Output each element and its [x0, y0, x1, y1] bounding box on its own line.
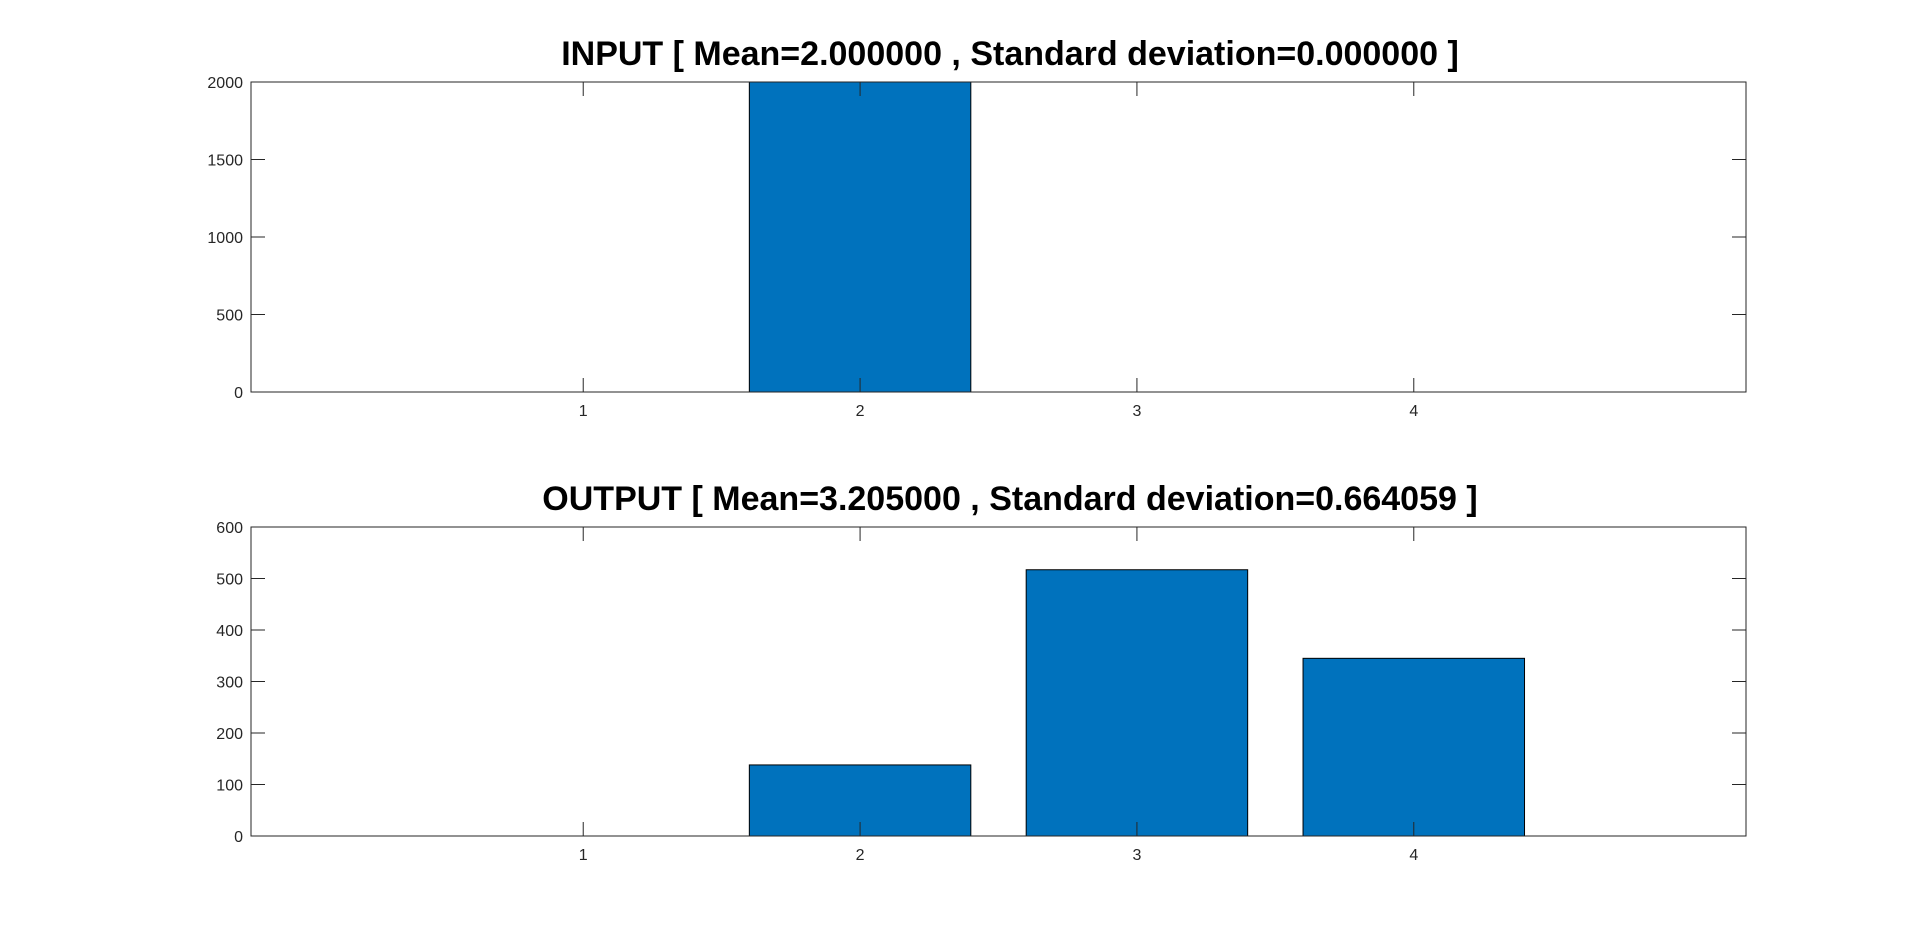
- chart-output-y-tick-label-500: 500: [216, 572, 243, 589]
- chart-output-bars: [748, 569, 1526, 837]
- chart-output: OUTPUT [ Mean=3.205000 , Standard deviat…: [216, 480, 1747, 864]
- chart-input-x-tick-label-1: 1: [579, 403, 588, 420]
- chart-input-x-tick-label-4: 4: [1409, 403, 1418, 420]
- chart-output-y-tick-label-200: 200: [216, 726, 243, 743]
- chart-input-y-tick-label-2000: 2000: [207, 75, 243, 92]
- chart-input-bars: [748, 81, 972, 393]
- chart-output-y-tick-label-0: 0: [234, 829, 243, 846]
- chart-output-bar-3: [1025, 569, 1249, 837]
- chart-input-y-tick-label-1000: 1000: [207, 230, 243, 247]
- chart-output-x-tick-label-3: 3: [1132, 847, 1141, 864]
- chart-input-axes: 1 2 3 4 0 500 1000 1500 2000: [207, 75, 1747, 420]
- chart-input-bar-2: [748, 81, 972, 393]
- chart-output-x-tick-label-2: 2: [856, 847, 865, 864]
- chart-output-y-tick-label-400: 400: [216, 623, 243, 640]
- chart-input-title: INPUT [ Mean=2.000000 , Standard deviati…: [561, 35, 1459, 73]
- chart-output-bar-4: [1302, 657, 1526, 837]
- chart-input-x-tick-label-3: 3: [1132, 403, 1141, 420]
- chart-output-y-tick-label-600: 600: [216, 520, 243, 537]
- chart-output-x-tick-label-1: 1: [579, 847, 588, 864]
- chart-input-y-tick-label-0: 0: [234, 385, 243, 402]
- chart-input-x-tick-label-2: 2: [856, 403, 865, 420]
- chart-output-y-tick-label-300: 300: [216, 675, 243, 692]
- chart-input: INPUT [ Mean=2.000000 , Standard deviati…: [207, 35, 1747, 420]
- chart-output-title: OUTPUT [ Mean=3.205000 , Standard deviat…: [542, 480, 1477, 518]
- chart-output-x-tick-label-4: 4: [1409, 847, 1418, 864]
- chart-output-axes: 1 2 3 4 0 100 200 300 400 500 600: [216, 520, 1747, 864]
- chart-input-y-tick-label-1500: 1500: [207, 153, 243, 170]
- chart-output-y-tick-label-100: 100: [216, 778, 243, 795]
- chart-input-y-tick-label-500: 500: [216, 308, 243, 325]
